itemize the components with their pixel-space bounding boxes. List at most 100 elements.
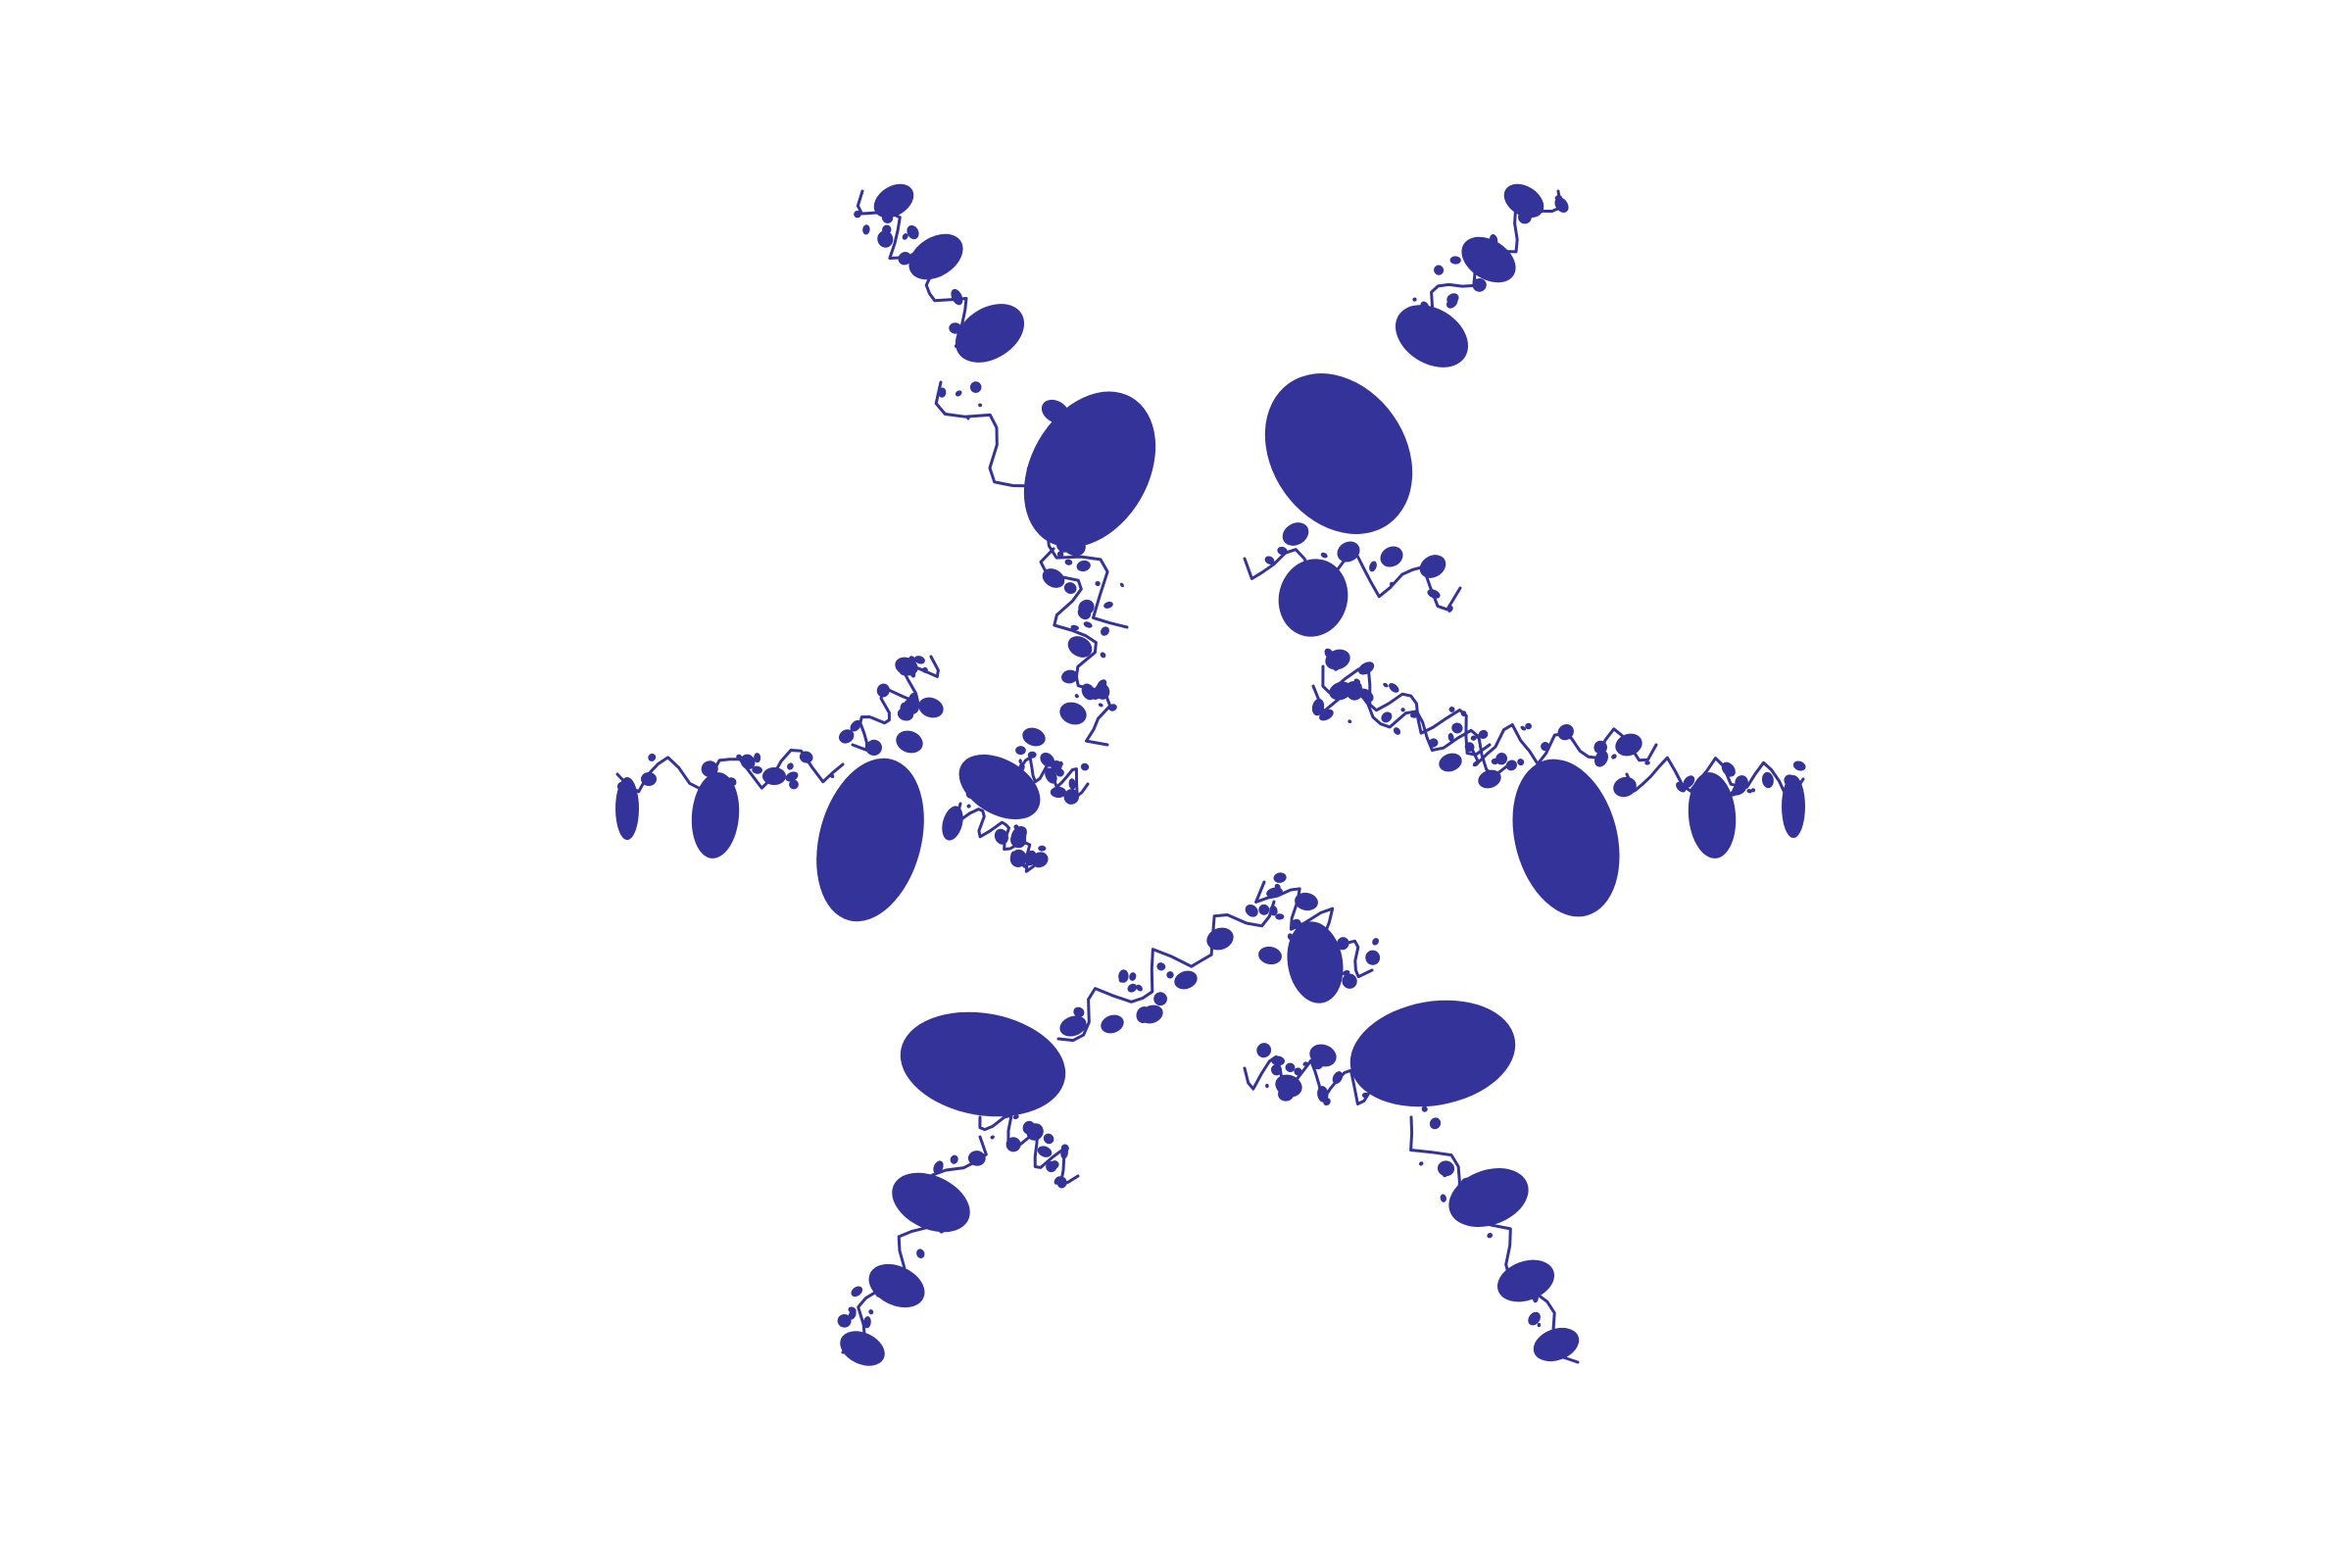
small-blob	[1282, 522, 1309, 546]
speck	[899, 663, 910, 676]
small-blob	[908, 233, 963, 280]
speck	[701, 760, 718, 777]
speck	[1440, 1194, 1446, 1202]
speck	[1518, 210, 1532, 224]
speck	[1050, 786, 1066, 799]
speck	[969, 381, 982, 393]
speck	[1271, 1055, 1285, 1066]
speck	[1291, 918, 1301, 929]
speck	[1153, 992, 1167, 1006]
speck	[1058, 760, 1063, 766]
speck	[1541, 742, 1550, 752]
speck	[909, 670, 916, 678]
medium-blob	[1287, 921, 1344, 1004]
speck	[1294, 1067, 1302, 1076]
large-blob	[900, 1011, 1066, 1117]
speck	[1278, 1086, 1295, 1102]
speck	[1100, 652, 1106, 659]
speck	[1437, 1160, 1455, 1177]
speck	[1307, 562, 1322, 575]
filament	[1254, 880, 1374, 979]
speck	[933, 1160, 944, 1174]
speck	[918, 248, 926, 256]
speck	[1256, 1043, 1272, 1058]
speck	[1050, 1160, 1059, 1169]
speck	[1103, 601, 1113, 609]
speck	[1068, 778, 1076, 790]
speck	[1136, 1005, 1152, 1024]
speck	[1700, 779, 1717, 797]
speck	[1429, 1117, 1442, 1130]
speck	[1746, 789, 1752, 794]
speck	[1562, 724, 1568, 729]
speck	[1012, 1114, 1019, 1120]
speck	[1081, 683, 1096, 701]
speck	[902, 233, 908, 240]
filament	[841, 1135, 988, 1354]
speck	[1324, 648, 1335, 661]
speck	[1027, 751, 1037, 759]
speck	[1303, 902, 1309, 907]
speck	[1447, 606, 1453, 612]
speck	[1479, 731, 1487, 739]
speck	[1317, 1086, 1329, 1102]
speck	[1348, 719, 1352, 724]
speck	[1487, 270, 1492, 277]
speck	[978, 403, 983, 408]
speck	[990, 1135, 995, 1140]
speck	[1285, 1062, 1296, 1073]
small-blob	[1041, 399, 1070, 424]
speck	[648, 753, 657, 761]
small-blob	[1174, 970, 1198, 990]
speck	[1323, 1098, 1331, 1106]
speck	[1792, 760, 1806, 771]
speck	[938, 1227, 945, 1234]
speck	[1074, 694, 1079, 699]
speck	[1320, 552, 1328, 559]
speck	[1037, 1146, 1053, 1157]
speck	[1467, 1184, 1472, 1188]
speck	[921, 666, 928, 673]
speck	[851, 1286, 863, 1298]
speck	[1421, 1105, 1428, 1112]
speck	[1080, 762, 1090, 771]
large-blob	[1023, 391, 1156, 548]
speck	[1505, 760, 1517, 771]
filament	[1321, 664, 1492, 757]
speck	[1056, 551, 1064, 558]
speck	[1489, 233, 1498, 247]
speck	[1467, 1209, 1483, 1224]
speck	[1476, 734, 1482, 740]
speck	[906, 224, 919, 240]
speck	[1055, 536, 1072, 553]
speck	[1342, 973, 1357, 989]
speck	[1761, 771, 1774, 789]
speck	[882, 201, 893, 209]
speck	[1332, 1071, 1344, 1084]
speck	[754, 753, 761, 763]
small-blob	[1067, 636, 1093, 658]
speck	[904, 1285, 907, 1290]
speck	[1287, 933, 1294, 941]
small-blob	[1337, 541, 1360, 563]
speck	[1525, 722, 1532, 730]
speck	[949, 322, 962, 334]
speck	[1611, 754, 1617, 760]
speck	[1270, 1064, 1283, 1076]
speck	[1311, 698, 1325, 716]
speck	[726, 777, 737, 787]
speck	[898, 252, 912, 266]
speck	[1166, 971, 1174, 979]
small-blob	[1059, 702, 1087, 725]
speck	[1076, 560, 1091, 572]
speck	[966, 804, 971, 808]
speck	[1184, 973, 1190, 978]
speck	[1735, 775, 1748, 790]
speck	[1018, 759, 1022, 764]
speck	[1098, 703, 1103, 708]
filament	[1409, 1115, 1580, 1364]
filament	[934, 380, 1129, 629]
speck	[1319, 709, 1334, 721]
